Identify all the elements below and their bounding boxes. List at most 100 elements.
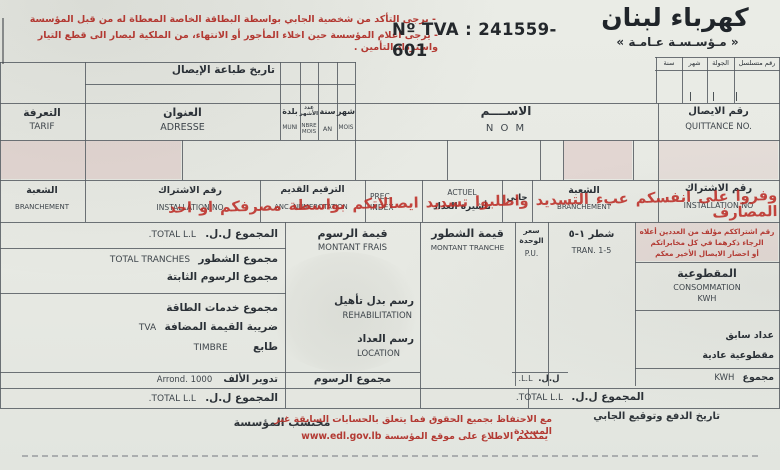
tarif-label-fr: TARIF: [29, 122, 55, 132]
grid-line: [532, 180, 533, 222]
subscription-number-note: رقم اشتراككم مؤلف من العددين أعلاه الرجا…: [639, 227, 775, 259]
grid-line: [260, 180, 261, 222]
currency-cell: ل.ل. L.L.: [510, 374, 568, 385]
grid-line: [0, 293, 286, 294]
installation-label-ar: رقم الاشتراك: [158, 185, 222, 196]
stamp-label-ar: طابع: [253, 341, 278, 353]
grid-line: [656, 57, 657, 103]
total-ll-bottom-label-ar: المجموع ل.ل.: [205, 392, 278, 404]
tinted-cell: [659, 141, 778, 179]
grid-line: [548, 222, 549, 386]
normal-flat-rate-label: مقطوعية عادية: [702, 350, 774, 361]
grid-line: [658, 103, 659, 222]
serial-col-round: الجولة: [712, 59, 729, 67]
grid-line: [502, 180, 503, 222]
branchement2-label-fr: BRANCHEMENT: [557, 203, 611, 211]
print-date-label: تاريخ طباعة الإيصال: [171, 64, 275, 76]
grid-line: [355, 62, 356, 180]
grid-line: [318, 62, 319, 140]
serial-col-year: سنة: [663, 59, 675, 67]
total-tranches-row: مجموع الشطور TOTAL TRANCHES: [0, 253, 278, 266]
rounding-label-ar: تدوير الألف: [223, 374, 278, 385]
muni-label-ar: بلدة: [282, 107, 298, 116]
prec-index-label-line1: PREC.: [370, 192, 393, 201]
tear-off-line: [22, 455, 758, 457]
scan-watermark-circle: [265, 252, 425, 372]
installation-label-fr: INSTALLATION NO: [156, 203, 224, 212]
accountant-signature-label: محتسب المؤسسة: [233, 416, 331, 429]
instruction-note-2: - يرجى اعلام المؤسسة حين اخلاء المأجور أ…: [37, 30, 438, 53]
mois-label-fr: MOIS: [338, 125, 354, 131]
nbre-mois-label-ar: عدد الأشهر: [299, 105, 318, 118]
serial-col-month: شهر: [688, 59, 701, 67]
grid-line: [707, 57, 708, 103]
stamp-label-fr: TIMBRE: [193, 343, 228, 353]
grid-line: [655, 57, 780, 58]
prec-index-label-line2: INDEX: [370, 203, 394, 212]
montant-tranche-header-ar: قيمة الشطور: [431, 227, 504, 240]
tick-mark: [736, 92, 737, 101]
grid-line: [633, 140, 634, 180]
grid-line: [635, 368, 780, 369]
kwh-total-label-ar: مجموع: [742, 372, 774, 383]
grid-line: [655, 70, 780, 71]
grid-line: [0, 222, 780, 223]
nom-label-fr: N O M: [485, 123, 527, 134]
anc-numerotation-label-ar: الترقيم القديم: [280, 185, 345, 195]
grid-line: [0, 248, 286, 249]
tran-1-5-label-ar: شطر ١-٥: [568, 229, 615, 240]
total-ll-label-fr: TOTAL L.L.: [148, 230, 196, 240]
grid-line: [337, 62, 338, 140]
grid-line: [635, 222, 636, 386]
installation2-label-ar: رقم الاشتراك: [684, 183, 753, 194]
unit-price-label-ar2: الوحدة: [519, 236, 544, 245]
grid-line: [300, 62, 301, 140]
total-ll-bottom-row: المجموع ل.ل. TOTAL L.L.: [0, 392, 278, 405]
tva-number: Nº TVA : 241559-601: [392, 20, 557, 60]
grid-line: [515, 222, 516, 386]
grid-line: [0, 408, 780, 409]
branchement2-label-ar: الشعبة: [568, 185, 600, 196]
rounding-label-fr: Arrond. 1000: [156, 375, 213, 385]
grid-line: [734, 57, 735, 103]
grid-line: [365, 180, 366, 222]
unit-price-label-fr: P.U.: [524, 249, 539, 258]
an-label-ar: سنة: [319, 107, 336, 116]
grid-line: [422, 180, 423, 222]
adresse-label-ar: العنوان: [163, 106, 202, 119]
muni-label-fr: MUNI: [282, 125, 298, 131]
tick-mark: [713, 92, 714, 101]
grid-line: [635, 310, 780, 311]
meter-fee-label-fr: LOCATION: [357, 349, 400, 359]
nbre-mois-label-fr: NBRE MOIS: [301, 123, 317, 136]
website-note: يمكنكم الاطلاع على موقع المؤسسة www.edl.…: [301, 431, 548, 442]
branchement-label-ar: الشعبة: [26, 185, 58, 196]
instruction-note-1: - يرجى التأكد من شخصية الجابي بواسطة الب…: [29, 14, 436, 25]
scan-edge-artifact: [2, 18, 4, 64]
previous-meter-label: عداد سابق: [725, 330, 774, 341]
edl-logo-subtitle: « مـؤسـسـة عـامـة »: [616, 35, 739, 49]
total-ll-label-ar: المجموع ل.ل.: [205, 228, 278, 240]
collector-signature-label: تاريخ الدفع وتوقيع الجابي: [593, 411, 720, 422]
grid-line: [85, 84, 355, 85]
grid-line: [447, 140, 448, 180]
grid-line: [682, 57, 683, 103]
fixed-fees-label: مجموع الرسوم الثابتة: [166, 271, 278, 283]
rights-reserved-note: مع الاحتفاظ بجميع الحقوق فما يتعلق بالحس…: [274, 414, 552, 437]
grid-line: [635, 262, 780, 263]
grid-line: [420, 222, 421, 408]
grid-line: [0, 372, 420, 373]
grid-line: [0, 62, 356, 63]
consommation-label-fr: CONSOMMATION: [673, 283, 741, 292]
unit-price-label-ar1: سعر: [523, 226, 540, 235]
grid-line: [0, 388, 780, 389]
grid-line: [0, 103, 780, 104]
rounding-row: تدوير الألف Arrond. 1000: [0, 374, 278, 386]
grid-line: [528, 388, 529, 408]
anc-numerotation-label-fr: ANC. NUMEROTATION: [274, 203, 348, 211]
serial-col-serial-no: رقم متسلسل: [738, 59, 776, 67]
frais-total-label: مجموع الرسوم: [313, 373, 392, 385]
currency-label-ar: ل.ل.: [538, 374, 560, 384]
rehabilitation-label-ar: رسم بدل تأهيل: [334, 295, 414, 307]
meter-visa-label-ar: تأشيرة العداد: [433, 202, 491, 212]
